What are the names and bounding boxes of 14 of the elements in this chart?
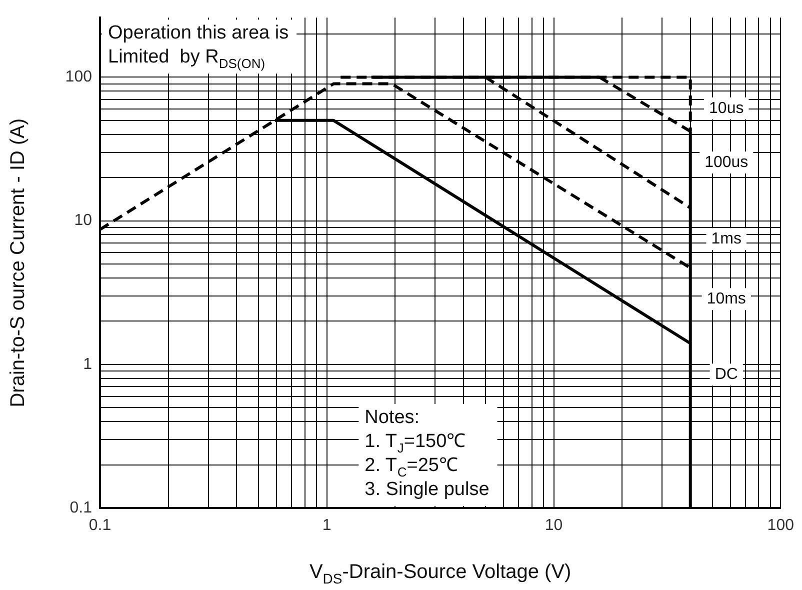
series-label: 1ms — [711, 230, 742, 248]
y-tick-label: 0.1 — [70, 499, 92, 516]
text: DC — [714, 366, 738, 384]
x-tick-label: 0.1 — [88, 517, 112, 534]
x-tick-label: 10 — [544, 517, 563, 534]
series-label: 100us — [704, 154, 748, 171]
y-tick-label: 10 — [74, 212, 92, 230]
y-tick-label: 100 — [65, 68, 92, 86]
y-tick-label: 1 — [83, 356, 92, 373]
x-tick-label: 1 — [322, 517, 332, 534]
series-label: 10us — [709, 100, 744, 117]
x-tick-label: 100 — [767, 517, 794, 534]
y-axis-title: Drain-to-S ource Current - ID (A) — [7, 118, 29, 408]
series-label: 10ms — [706, 290, 746, 308]
